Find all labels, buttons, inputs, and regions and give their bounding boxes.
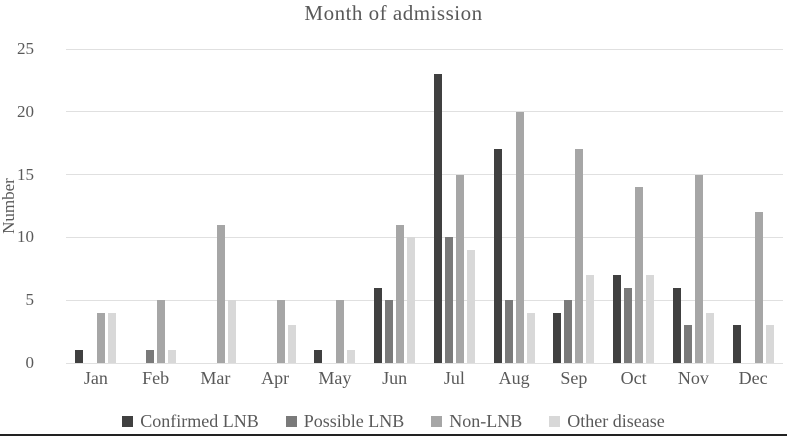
bar-mar-non-lnb: [216, 224, 225, 363]
bar-groups: [66, 49, 783, 363]
x-tick-label-nov: Nov: [677, 368, 709, 388]
y-tick-label: 15: [17, 164, 34, 184]
bar-feb-other-disease: [168, 350, 177, 363]
gridline: [66, 48, 783, 50]
bar-jul-other-disease: [466, 249, 475, 363]
legend-label: Non-LNB: [449, 411, 523, 431]
x-tick-label-oct: Oct: [620, 368, 647, 388]
gridline: [66, 299, 783, 301]
bar-jul-confirmed-lnb: [433, 74, 442, 363]
bar-jun-confirmed-lnb: [374, 287, 383, 363]
y-tick-label: 0: [25, 353, 35, 372]
bar-nov-other-disease: [705, 312, 714, 363]
bar-dec-confirmed-lnb: [732, 325, 741, 363]
bar-group-dec: [723, 49, 783, 363]
x-tick-label-dec: Dec: [738, 368, 768, 388]
y-tick-label: 5: [25, 290, 35, 310]
bar-nov-confirmed-lnb: [672, 287, 681, 363]
bar-group-feb: [126, 49, 186, 363]
bar-oct-confirmed-lnb: [613, 275, 622, 363]
legend-swatch-icon: [431, 416, 443, 427]
bar-nov-non-lnb: [694, 174, 703, 363]
figure-bottom-rule: [0, 434, 787, 436]
legend-swatch-icon: [285, 416, 297, 427]
bar-dec-non-lnb: [754, 212, 763, 363]
bar-oct-other-disease: [646, 275, 655, 363]
x-tick-label-apr: Apr: [261, 368, 290, 388]
bar-jul-non-lnb: [455, 174, 464, 363]
bar-apr-non-lnb: [276, 300, 285, 363]
bar-group-jan: [66, 49, 126, 363]
bar-jul-possible-lnb: [444, 237, 453, 363]
legend-item-other-disease: Other disease: [549, 411, 665, 432]
bar-aug-non-lnb: [515, 111, 524, 363]
legend-swatch-icon: [549, 416, 561, 427]
x-tick-label-jan: Jan: [83, 368, 108, 388]
x-tick-label-jul: Jul: [443, 368, 465, 388]
bar-aug-other-disease: [526, 312, 535, 363]
gridline: [66, 111, 783, 113]
plot-area: [66, 48, 783, 364]
x-tick-label-sep: Sep: [560, 368, 588, 388]
chart-title: Month of admission: [304, 1, 483, 25]
bar-sep-non-lnb: [575, 149, 584, 363]
bar-sep-other-disease: [586, 275, 595, 363]
x-tick-label-may: May: [318, 368, 352, 388]
bar-oct-non-lnb: [635, 187, 644, 363]
bar-apr-other-disease: [287, 325, 296, 363]
bar-mar-other-disease: [227, 300, 236, 363]
bar-feb-possible-lnb: [146, 350, 155, 363]
bar-group-aug: [484, 49, 544, 363]
x-tick-label-feb: Feb: [142, 368, 170, 388]
bar-aug-possible-lnb: [504, 300, 513, 363]
y-tick-label: 10: [17, 227, 34, 247]
bar-group-jun: [365, 49, 425, 363]
bar-may-other-disease: [347, 350, 356, 363]
legend-swatch-icon: [122, 416, 134, 427]
bar-jan-confirmed-lnb: [75, 350, 84, 363]
x-tick-label-jun: Jun: [382, 368, 408, 388]
bar-group-oct: [604, 49, 664, 363]
bar-oct-possible-lnb: [624, 287, 633, 363]
bar-group-mar: [186, 49, 246, 363]
y-tick-label: 25: [17, 39, 34, 58]
bar-sep-confirmed-lnb: [553, 312, 562, 363]
bar-group-jul: [425, 49, 485, 363]
x-tick-label-mar: Mar: [200, 368, 231, 388]
bar-jun-non-lnb: [396, 224, 405, 363]
bar-group-apr: [245, 49, 305, 363]
legend-label: Other disease: [567, 411, 665, 431]
bar-nov-possible-lnb: [683, 325, 692, 363]
bar-may-confirmed-lnb: [314, 350, 323, 363]
bar-aug-confirmed-lnb: [493, 149, 502, 363]
gridline: [66, 362, 783, 364]
bar-jun-possible-lnb: [385, 300, 394, 363]
bar-group-may: [305, 49, 365, 363]
legend-item-non-lnb: Non-LNB: [431, 411, 522, 432]
gridline: [66, 174, 783, 176]
legend-item-confirmed-lnb: Confirmed LNB: [122, 411, 259, 432]
legend-item-possible-lnb: Possible LNB: [285, 411, 405, 432]
gridline: [66, 236, 783, 238]
x-tick-label-aug: Aug: [498, 368, 530, 388]
bar-jan-other-disease: [108, 312, 117, 363]
bar-feb-non-lnb: [157, 300, 166, 363]
bar-jun-other-disease: [407, 237, 416, 363]
bar-dec-other-disease: [765, 325, 774, 363]
bar-jan-non-lnb: [97, 312, 106, 363]
legend-label: Confirmed LNB: [140, 411, 259, 431]
bar-may-non-lnb: [336, 300, 345, 363]
bar-group-sep: [544, 49, 604, 363]
y-axis-tick-labels: 0 5 10 15 20 25: [0, 40, 48, 372]
bar-group-nov: [664, 49, 724, 363]
y-tick-label: 20: [17, 101, 34, 121]
legend-label: Possible LNB: [303, 411, 405, 431]
legend: Confirmed LNB Possible LNB Non-LNB Other di…: [0, 411, 787, 432]
x-axis-labels: Jan Feb Mar Apr May Jun Jul Aug Sep Oct Nov Dec: [66, 368, 783, 389]
bar-sep-possible-lnb: [564, 300, 573, 363]
